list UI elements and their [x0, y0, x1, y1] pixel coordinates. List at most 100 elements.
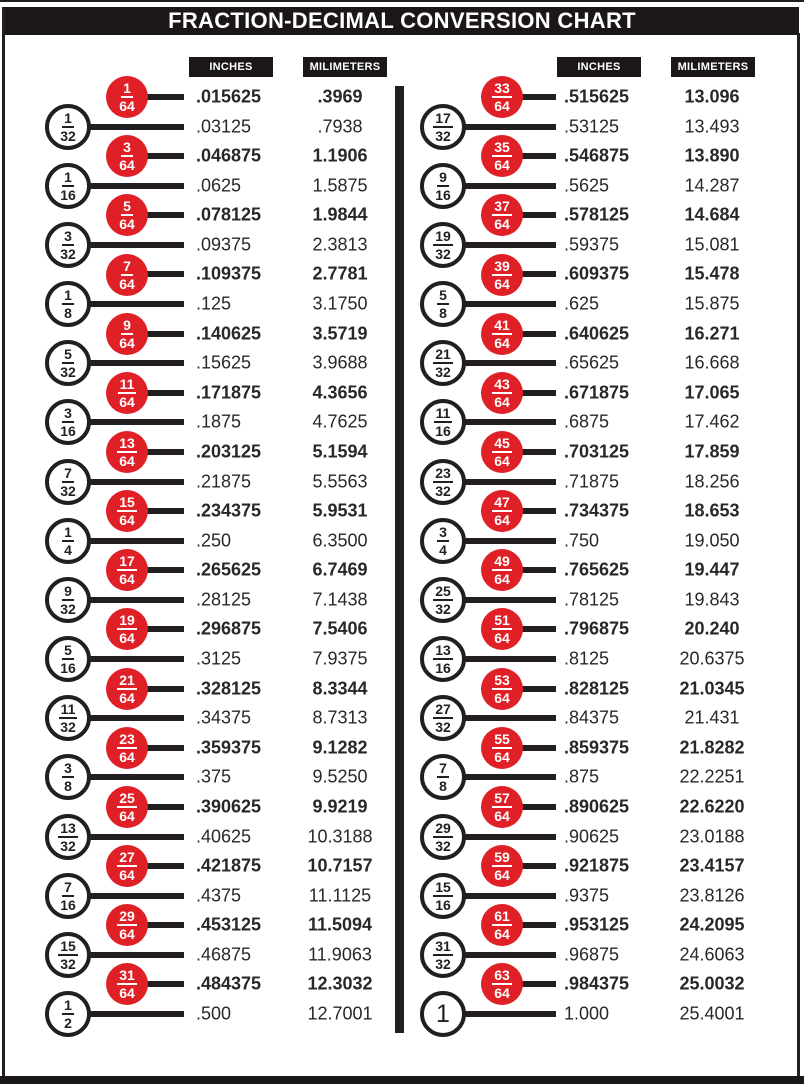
connector-line — [127, 448, 184, 455]
millimeters-value: 14.684 — [684, 204, 740, 225]
connector-line — [68, 833, 184, 840]
fraction-value: 17 32 — [433, 111, 453, 143]
fraction-value: 15 32 — [58, 939, 78, 971]
fraction-numerator: 31 — [117, 967, 137, 986]
fraction-value: 7 32 — [60, 466, 76, 498]
connector-line — [127, 803, 184, 810]
inches-value: .46875 — [196, 944, 252, 965]
millimeters-value: 3.9688 — [312, 352, 368, 373]
connector-line — [127, 94, 184, 100]
fraction-value: 55 64 — [492, 732, 512, 764]
fraction-numerator: 3 — [62, 760, 74, 779]
connector-line — [502, 389, 556, 396]
millimeters-value: .7938 — [317, 116, 363, 137]
fraction-value: 29 32 — [433, 821, 453, 853]
fraction-numerator: 7 — [121, 257, 133, 276]
whole-number-value: 1 — [436, 999, 450, 1028]
inches-value: .765625 — [564, 559, 630, 580]
fraction-value: 21 64 — [117, 673, 137, 705]
fraction-denominator: 32 — [60, 245, 76, 262]
inches-value: .125 — [196, 293, 232, 314]
fraction-badge: 11 16 — [420, 399, 466, 446]
fraction-badge: 1 64 — [106, 76, 148, 118]
connector-line — [443, 241, 556, 248]
connector-line — [502, 330, 556, 337]
fraction-denominator: 64 — [494, 571, 510, 588]
fraction-denominator: 64 — [119, 985, 135, 1002]
millimeters-value: 8.3344 — [312, 678, 368, 699]
fraction-badge: 53 64 — [481, 667, 523, 710]
fraction-value: 3 32 — [60, 229, 76, 261]
millimeters-value: 4.7625 — [312, 411, 368, 432]
fraction-value: 39 64 — [492, 259, 512, 291]
millimeters-value: 16.271 — [684, 323, 740, 344]
fraction-value: 63 64 — [492, 968, 512, 1000]
fraction-denominator: 16 — [435, 423, 451, 440]
millimeters-value: 15.478 — [684, 263, 740, 284]
fraction-denominator: 8 — [64, 305, 72, 322]
fraction-denominator: 4 — [439, 541, 447, 558]
fraction-badge: 19 64 — [106, 608, 148, 651]
fraction-badge: 5 16 — [45, 636, 91, 682]
title-bar: FRACTION-DECIMAL CONVERSION CHART — [5, 7, 799, 35]
connector-line — [443, 715, 556, 722]
millimeters-value: 19.050 — [684, 530, 740, 551]
fraction-value: 53 64 — [492, 673, 512, 705]
fraction-badge: 3 16 — [45, 399, 91, 446]
inches-value: .625 — [564, 293, 600, 314]
inches-value: .53125 — [564, 116, 620, 137]
fraction-numerator: 3 — [62, 227, 74, 246]
fraction-value: 3 16 — [60, 406, 76, 438]
fraction-denominator: 64 — [119, 453, 135, 469]
millimeters-value: 14.287 — [684, 175, 740, 196]
fraction-numerator: 25 — [117, 789, 137, 808]
millimeters-value: 10.3188 — [307, 826, 373, 846]
fraction-numerator: 11 — [433, 405, 453, 424]
fraction-numerator: 15 — [117, 494, 137, 513]
millimeters-value: 21.0345 — [679, 678, 745, 699]
connector-line — [127, 212, 184, 219]
inches-value: .921875 — [564, 855, 630, 876]
fraction-value: 11 64 — [117, 377, 137, 410]
millimeters-value: 7.5406 — [312, 618, 368, 639]
inches-value: .515625 — [564, 86, 630, 107]
fraction-value: 31 32 — [433, 939, 453, 971]
fraction-denominator: 64 — [494, 867, 510, 884]
fraction-value: 45 64 — [492, 436, 512, 468]
millimeters-value: 24.6063 — [679, 944, 745, 965]
inches-value: .0625 — [196, 175, 242, 196]
fraction-numerator: 61 — [492, 908, 512, 927]
fraction-denominator: 64 — [494, 512, 510, 529]
fraction-denominator: 16 — [435, 660, 451, 676]
millimeters-value: 23.4157 — [679, 855, 745, 876]
fraction-value: 25 64 — [117, 791, 137, 823]
fraction-value: 25 32 — [433, 584, 453, 616]
fraction-denominator: 64 — [119, 334, 135, 351]
fraction-badge: 17 64 — [106, 549, 148, 592]
millimeters-value: 15.875 — [684, 293, 740, 314]
bottom-border — [0, 1076, 804, 1084]
fraction-value: 5 64 — [119, 199, 135, 231]
inches-value: .703125 — [564, 441, 630, 462]
fraction-denominator: 32 — [60, 482, 76, 499]
inches-value: .828125 — [564, 678, 630, 699]
fraction-value: 29 64 — [117, 909, 137, 941]
fraction-numerator: 11 — [58, 701, 78, 720]
millimeters-value: 9.5250 — [312, 766, 368, 787]
connector-line — [127, 271, 184, 278]
fraction-denominator: 64 — [119, 393, 135, 410]
millimeters-value: 3.5719 — [312, 323, 368, 344]
millimeters-value: 15.081 — [684, 234, 740, 255]
connector-line — [443, 419, 556, 426]
fraction-badge: 51 64 — [481, 608, 523, 651]
inches-value: .40625 — [196, 826, 252, 846]
connector-line — [443, 182, 556, 189]
